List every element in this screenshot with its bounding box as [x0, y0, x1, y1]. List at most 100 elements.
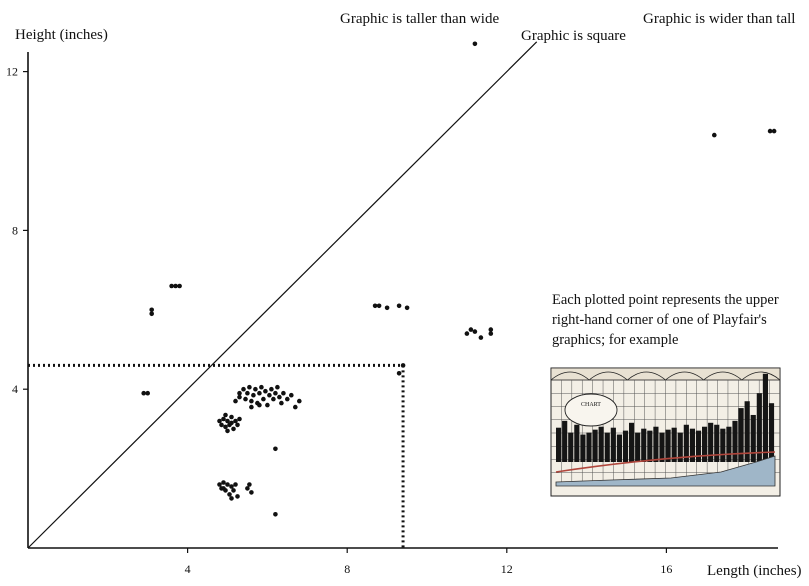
- data-point: [169, 283, 174, 289]
- y-tick-label: 12: [6, 65, 18, 79]
- data-point: [235, 422, 240, 428]
- data-point: [259, 384, 264, 390]
- example-bar: [562, 420, 568, 462]
- example-bar: [732, 420, 738, 462]
- data-point: [293, 404, 298, 410]
- data-point: [231, 426, 236, 432]
- example-bar: [756, 393, 762, 462]
- data-point: [269, 386, 274, 392]
- data-point: [285, 396, 290, 402]
- x-tick-label: 16: [660, 562, 672, 576]
- example-bar: [598, 426, 604, 462]
- data-point: [468, 327, 474, 332]
- data-point: [237, 416, 242, 422]
- example-bar: [768, 403, 775, 462]
- data-point: [400, 363, 406, 368]
- example-bar: [653, 426, 659, 462]
- caption-text: Each plotted point represents the upper …: [552, 292, 779, 348]
- data-point: [297, 398, 302, 404]
- data-point: [141, 390, 146, 396]
- data-point: [464, 331, 470, 336]
- annotation-wider-than-tall: Graphic is wider than tall: [643, 11, 795, 27]
- data-point: [273, 390, 278, 396]
- data-point: [225, 418, 230, 424]
- data-point: [237, 390, 242, 396]
- y-tick-label: 4: [12, 382, 18, 396]
- example-bar: [720, 428, 726, 462]
- example-reign-arc: [588, 371, 628, 381]
- example-cartouche: [564, 393, 618, 427]
- example-bar: [714, 424, 720, 462]
- example-bar: [574, 424, 580, 462]
- data-point: [223, 424, 228, 430]
- data-point: [243, 396, 248, 402]
- example-bar: [568, 432, 574, 462]
- example-red-line: [555, 451, 776, 473]
- data-point: [229, 496, 234, 501]
- data-point: [712, 132, 717, 138]
- data-point: [233, 398, 238, 404]
- x-tick-label: 4: [185, 562, 191, 576]
- x-tick-label: 8: [344, 562, 350, 576]
- axes: [27, 52, 778, 549]
- example-title: CHART: [581, 402, 601, 408]
- data-point: [771, 128, 777, 134]
- data-point: [277, 394, 282, 400]
- x-tick-label: 12: [501, 562, 513, 576]
- data-points: [141, 41, 777, 517]
- data-point: [177, 283, 182, 289]
- data-point: [267, 392, 272, 398]
- data-point: [404, 305, 410, 311]
- example-wages-area: [555, 455, 776, 487]
- data-point: [273, 446, 278, 452]
- data-point: [257, 402, 262, 408]
- example-bar: [671, 427, 677, 462]
- data-point: [767, 128, 773, 134]
- example-bar: [610, 427, 616, 462]
- data-point: [261, 396, 266, 402]
- annotation-taller-than-wide: Graphic is taller than wide: [340, 11, 499, 27]
- x-axis-label: Length (inches): [707, 563, 802, 579]
- example-bar: [689, 428, 696, 462]
- example-reign-arc: [665, 371, 704, 381]
- data-point: [249, 398, 254, 404]
- data-point: [245, 390, 250, 396]
- data-point: [396, 303, 402, 309]
- data-point: [281, 390, 286, 396]
- data-point: [231, 488, 236, 493]
- data-point: [229, 414, 234, 420]
- data-point: [251, 392, 256, 398]
- example-bar: [702, 426, 708, 462]
- data-point: [245, 486, 250, 491]
- data-point: [247, 384, 252, 390]
- data-point: [273, 512, 278, 517]
- ticks: 4 8 12 16 4 8 12: [6, 65, 672, 576]
- data-point: [221, 416, 226, 422]
- data-point: [237, 394, 242, 400]
- data-point: [173, 283, 178, 289]
- data-point: [149, 307, 154, 313]
- example-corner-dotted-guide: [28, 363, 405, 548]
- example-playfair-chart: CHART: [550, 367, 781, 497]
- data-point: [257, 390, 262, 396]
- example-bar: [616, 434, 623, 462]
- example-reign-arc: [550, 371, 590, 381]
- data-point: [275, 384, 280, 390]
- data-point: [233, 482, 238, 487]
- data-point: [221, 486, 226, 491]
- data-point: [223, 412, 228, 418]
- data-point: [249, 490, 254, 495]
- data-point: [221, 480, 226, 485]
- data-point: [472, 41, 478, 47]
- example-bar: [695, 430, 702, 462]
- example-bar: [604, 432, 610, 462]
- data-point: [396, 371, 402, 376]
- example-bar: [744, 401, 750, 462]
- data-point: [149, 311, 154, 317]
- data-point: [376, 303, 382, 309]
- data-point: [263, 388, 268, 394]
- data-point: [241, 386, 246, 392]
- data-point: [229, 420, 234, 426]
- y-axis-label: Height (inches): [15, 27, 108, 43]
